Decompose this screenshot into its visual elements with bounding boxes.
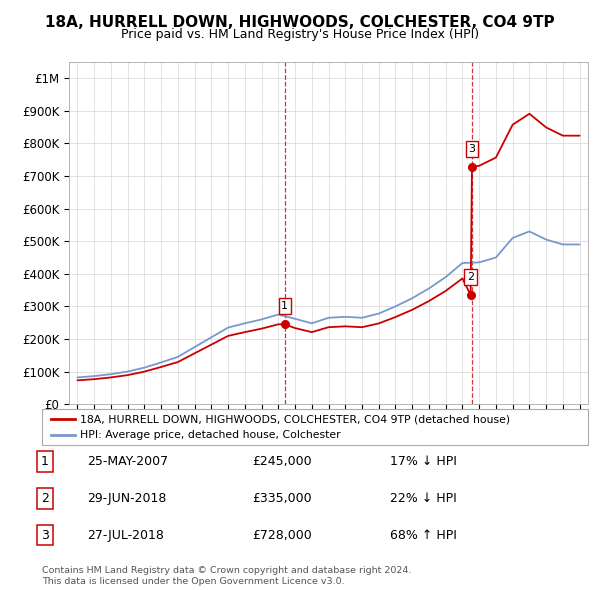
Text: This data is licensed under the Open Government Licence v3.0.: This data is licensed under the Open Gov…: [42, 577, 344, 586]
Text: 1: 1: [281, 301, 289, 312]
Text: 29-JUN-2018: 29-JUN-2018: [87, 492, 166, 505]
Text: 22% ↓ HPI: 22% ↓ HPI: [390, 492, 457, 505]
Text: HPI: Average price, detached house, Colchester: HPI: Average price, detached house, Colc…: [80, 430, 340, 440]
Text: 3: 3: [469, 144, 475, 154]
Text: £245,000: £245,000: [252, 455, 311, 468]
Text: 25-MAY-2007: 25-MAY-2007: [87, 455, 168, 468]
Text: 2: 2: [41, 492, 49, 505]
Text: 3: 3: [41, 529, 49, 542]
Text: Contains HM Land Registry data © Crown copyright and database right 2024.: Contains HM Land Registry data © Crown c…: [42, 566, 412, 575]
Text: 2: 2: [467, 272, 474, 282]
Text: £728,000: £728,000: [252, 529, 312, 542]
Text: £335,000: £335,000: [252, 492, 311, 505]
Text: 27-JUL-2018: 27-JUL-2018: [87, 529, 164, 542]
Text: Price paid vs. HM Land Registry's House Price Index (HPI): Price paid vs. HM Land Registry's House …: [121, 28, 479, 41]
Text: 17% ↓ HPI: 17% ↓ HPI: [390, 455, 457, 468]
Text: 18A, HURRELL DOWN, HIGHWOODS, COLCHESTER, CO4 9TP (detached house): 18A, HURRELL DOWN, HIGHWOODS, COLCHESTER…: [80, 414, 510, 424]
Text: 18A, HURRELL DOWN, HIGHWOODS, COLCHESTER, CO4 9TP: 18A, HURRELL DOWN, HIGHWOODS, COLCHESTER…: [45, 15, 555, 30]
Text: 1: 1: [41, 455, 49, 468]
Text: 68% ↑ HPI: 68% ↑ HPI: [390, 529, 457, 542]
